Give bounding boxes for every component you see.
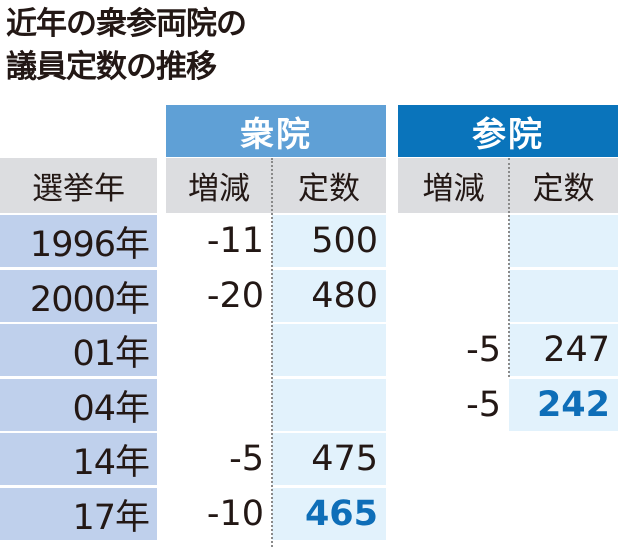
shugiin-change-cell: -5	[166, 433, 272, 485]
sangiin-change-cell: -5	[398, 379, 509, 431]
sangiin-count-header: 定数	[509, 158, 618, 213]
year-cell: 2000年	[0, 270, 157, 322]
year-cell: 04年	[0, 379, 157, 431]
year-column-header: 選挙年	[0, 158, 157, 213]
sangiin-header: 参院	[398, 105, 618, 157]
sangiin-count-cell	[509, 215, 618, 267]
shugiin-count-cell: 475	[272, 433, 386, 485]
sangiin-count-cell: 242	[509, 379, 618, 431]
sangiin-count-cell	[509, 270, 618, 322]
shugiin-count-cell: 465	[272, 488, 386, 540]
shugiin-count-cell: 480	[272, 270, 386, 322]
sangiin-change-cell	[398, 270, 509, 322]
year-cell: 1996年	[0, 215, 157, 267]
column-divider	[271, 158, 273, 547]
year-cell: 17年	[0, 488, 157, 540]
page-subtitle: 議員定数の推移	[6, 49, 217, 85]
shugiin-change-header: 増減	[166, 158, 272, 213]
shugiin-change-cell: -20	[166, 270, 272, 322]
sangiin-change-cell: -5	[398, 324, 509, 376]
shugiin-header: 衆院	[166, 105, 386, 157]
shugiin-change-cell: -10	[166, 488, 272, 540]
sangiin-change-cell	[398, 215, 509, 267]
page-title: 近年の衆参両院の	[6, 6, 247, 42]
year-cell: 14年	[0, 433, 157, 485]
shugiin-count-cell	[272, 324, 386, 376]
year-cell: 01年	[0, 324, 157, 376]
shugiin-count-cell: 500	[272, 215, 386, 267]
sangiin-count-cell: 247	[509, 324, 618, 376]
shugiin-count-cell	[272, 379, 386, 431]
sangiin-change-header: 増減	[398, 158, 509, 213]
shugiin-change-cell	[166, 324, 272, 376]
shugiin-change-cell	[166, 379, 272, 431]
column-divider	[508, 158, 510, 377]
shugiin-count-header: 定数	[272, 158, 386, 213]
shugiin-change-cell: -11	[166, 215, 272, 267]
